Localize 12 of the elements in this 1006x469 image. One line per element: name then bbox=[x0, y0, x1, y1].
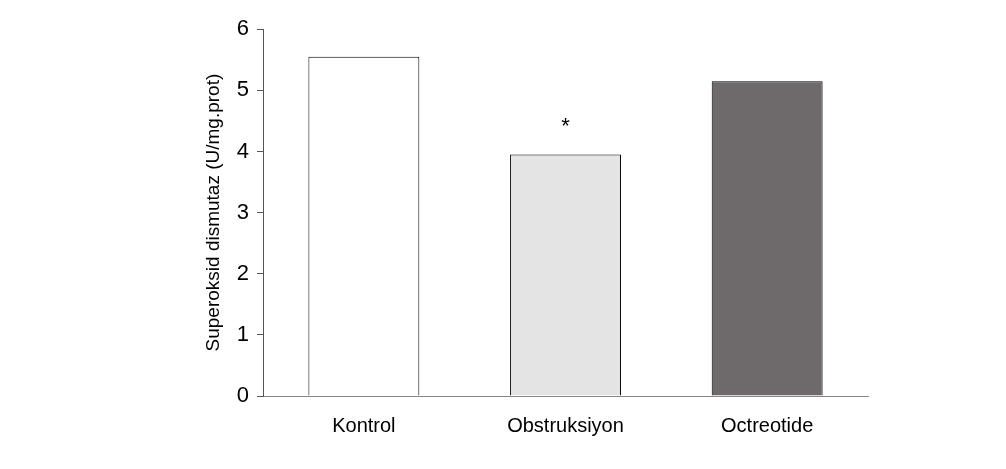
y-tick-label: 5 bbox=[236, 76, 250, 102]
y-tick-label: 4 bbox=[236, 137, 250, 163]
x-tick-label: Kontrol bbox=[332, 413, 396, 436]
x-tick-label: Obstruksiyon bbox=[507, 413, 624, 436]
y-tick-label: 1 bbox=[236, 320, 250, 346]
y-tick-label: 3 bbox=[236, 198, 250, 224]
annotation: * bbox=[561, 112, 571, 138]
y-tick-label: 0 bbox=[236, 382, 250, 408]
y-tick-label: 6 bbox=[236, 15, 250, 41]
y-tick-label: 2 bbox=[236, 259, 250, 285]
y-axis-title: Superoksid dismutaz (U/mg.prot) bbox=[201, 73, 223, 352]
x-tick-label: Octreotide bbox=[721, 413, 814, 436]
